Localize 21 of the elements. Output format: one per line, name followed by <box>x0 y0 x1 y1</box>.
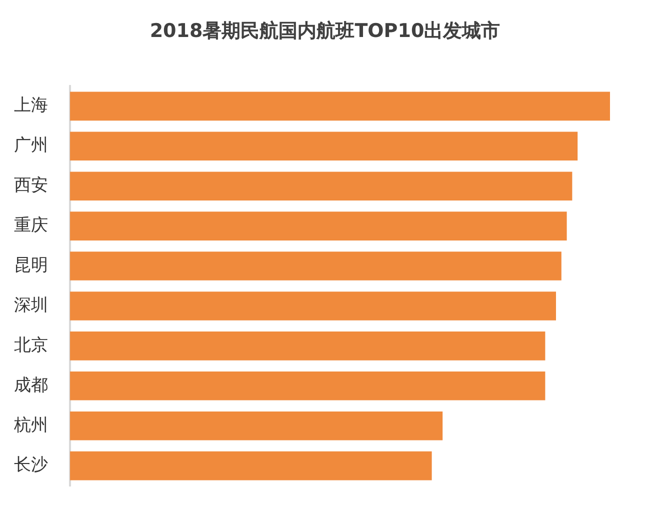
bar <box>70 292 556 320</box>
bar <box>70 372 546 400</box>
bar <box>70 411 443 440</box>
bar <box>70 92 610 121</box>
y-tick-label: 西安 <box>14 176 48 196</box>
bar <box>70 212 567 240</box>
y-tick-label: 杭州 <box>13 415 48 436</box>
y-tick-label: 重庆 <box>14 215 48 236</box>
bar <box>70 132 578 161</box>
bar <box>70 451 432 480</box>
y-tick-label: 成都 <box>14 375 48 396</box>
bar <box>70 172 572 200</box>
y-tick-label: 长沙 <box>14 455 48 476</box>
y-tick-label: 深圳 <box>14 295 48 316</box>
chart-title: 2018暑期民航国内航班TOP10出发城市 <box>148 19 502 44</box>
y-tick-label: 北京 <box>14 335 48 356</box>
y-tick-label: 上海 <box>14 96 48 116</box>
bar <box>70 332 546 360</box>
bar <box>70 252 562 280</box>
y-tick-label: 昆明 <box>14 255 48 276</box>
y-tick-label: 广州 <box>14 136 48 156</box>
